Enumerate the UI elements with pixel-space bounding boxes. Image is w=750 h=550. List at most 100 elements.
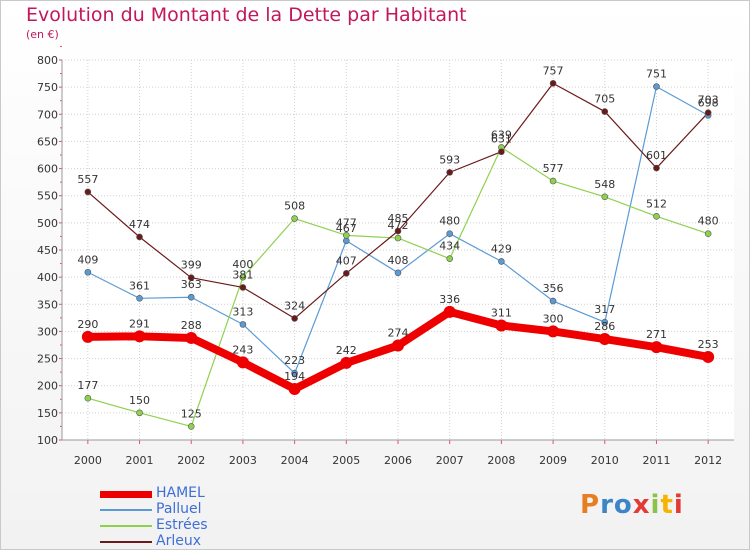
legend-label-estrees: Estrées (156, 517, 208, 533)
y-tick-label: 100 (37, 434, 58, 447)
data-point-estrees (446, 255, 453, 262)
data-label-arleux: 593 (439, 153, 460, 166)
data-label-arleux: 485 (388, 212, 409, 225)
data-label-estrees: 434 (439, 240, 460, 253)
logo-letter: x (632, 490, 651, 520)
data-point-palluel (653, 83, 660, 90)
data-point-hamel (495, 319, 508, 332)
data-point-estrees (601, 193, 609, 201)
data-point-estrees (187, 423, 195, 430)
data-label-hamel: 311 (491, 306, 512, 319)
data-label-arleux: 705 (594, 93, 615, 106)
data-label-estrees: 548 (594, 178, 615, 191)
data-point-palluel (343, 237, 350, 245)
data-point-arleux (601, 108, 609, 115)
data-label-arleux: 381 (232, 268, 253, 281)
data-point-hamel (702, 350, 715, 363)
data-label-estrees: 477 (336, 216, 357, 229)
x-tick-label: 2010 (591, 454, 619, 467)
data-point-estrees (653, 213, 660, 220)
data-label-palluel: 751 (646, 68, 667, 81)
data-point-arleux (653, 164, 660, 172)
x-tick-label: 2000 (74, 454, 102, 467)
data-label-estrees: 508 (284, 200, 305, 213)
legend-label-hamel: HAMEL (156, 485, 205, 501)
legend-swatch-estrees (100, 525, 152, 527)
data-point-estrees (136, 409, 143, 417)
data-label-estrees: 150 (129, 394, 150, 407)
data-label-palluel: 356 (543, 282, 564, 295)
data-point-arleux (704, 109, 712, 116)
data-label-estrees: 577 (543, 162, 564, 175)
y-tick-label: 700 (37, 108, 58, 121)
y-tick-label: 600 (37, 163, 58, 176)
data-label-hamel: 194 (284, 370, 305, 383)
x-tick-label: 2001 (126, 454, 154, 467)
data-point-hamel (340, 356, 353, 369)
data-label-arleux: 407 (336, 254, 357, 267)
legend-item-arleux: Arleux (100, 534, 300, 550)
data-label-hamel: 274 (388, 327, 409, 340)
data-point-hamel (650, 341, 663, 354)
y-tick-label: 350 (37, 298, 58, 311)
data-point-estrees (549, 177, 557, 185)
data-label-hamel: 336 (439, 293, 460, 306)
data-point-hamel (81, 330, 94, 343)
x-tick-label: 2011 (642, 454, 670, 467)
data-label-arleux: 601 (646, 149, 667, 162)
legend-item-estrees: Estrées (100, 518, 300, 534)
y-tick-label: 750 (37, 81, 58, 94)
y-tick-label: 450 (37, 244, 58, 257)
y-tick-label: 650 (37, 135, 58, 148)
data-point-hamel (443, 305, 456, 318)
y-tick-label: 250 (37, 353, 58, 366)
legend-swatch-hamel (100, 491, 152, 498)
data-label-palluel: 467 (336, 222, 357, 235)
data-point-estrees (704, 230, 712, 238)
data-label-hamel: 271 (646, 328, 667, 341)
data-label-palluel: 317 (594, 303, 615, 316)
data-point-hamel (133, 330, 146, 343)
x-tick-label: 2005 (332, 454, 360, 467)
x-tick-label: 2003 (229, 454, 257, 467)
data-point-arleux (187, 274, 195, 281)
x-tick-label: 2012 (694, 454, 722, 467)
data-point-hamel (547, 325, 560, 338)
legend-swatch-palluel (100, 509, 152, 511)
data-label-arleux: 324 (284, 299, 305, 312)
y-tick-label: 150 (37, 407, 58, 420)
data-point-palluel (446, 230, 453, 238)
data-point-estrees (394, 234, 402, 242)
data-point-arleux (394, 227, 402, 235)
data-point-palluel (394, 269, 402, 277)
data-point-palluel (498, 258, 505, 265)
data-point-estrees (239, 273, 247, 281)
y-tick-label: 550 (37, 190, 58, 203)
data-label-palluel: 480 (439, 215, 460, 228)
data-point-palluel (291, 369, 298, 377)
legend-label-palluel: Palluel (156, 501, 202, 517)
chart-title: Evolution du Montant de la Dette par Hab… (26, 4, 467, 26)
data-point-palluel (187, 293, 195, 301)
data-point-hamel (236, 356, 249, 369)
data-point-estrees (343, 232, 350, 239)
data-label-palluel: 223 (284, 354, 305, 367)
data-label-hamel: 242 (336, 344, 357, 357)
data-label-palluel: 698 (698, 96, 719, 109)
data-point-arleux (498, 148, 505, 156)
data-label-hamel: 291 (129, 317, 150, 330)
x-tick-label: 2008 (487, 454, 515, 467)
data-point-palluel (601, 318, 609, 326)
data-label-arleux: 757 (543, 64, 564, 77)
logo-letter: i (650, 490, 661, 520)
y-tick-label: 300 (37, 325, 58, 338)
data-point-hamel (392, 339, 404, 352)
data-label-arleux: 474 (129, 218, 150, 231)
data-point-arleux (239, 284, 247, 291)
data-label-palluel: 361 (129, 279, 150, 292)
data-label-estrees: 639 (491, 128, 512, 141)
data-label-estrees: 512 (646, 197, 667, 210)
logo-letter: P (580, 490, 601, 520)
data-point-estrees (291, 215, 298, 222)
data-label-arleux: 557 (77, 173, 98, 186)
